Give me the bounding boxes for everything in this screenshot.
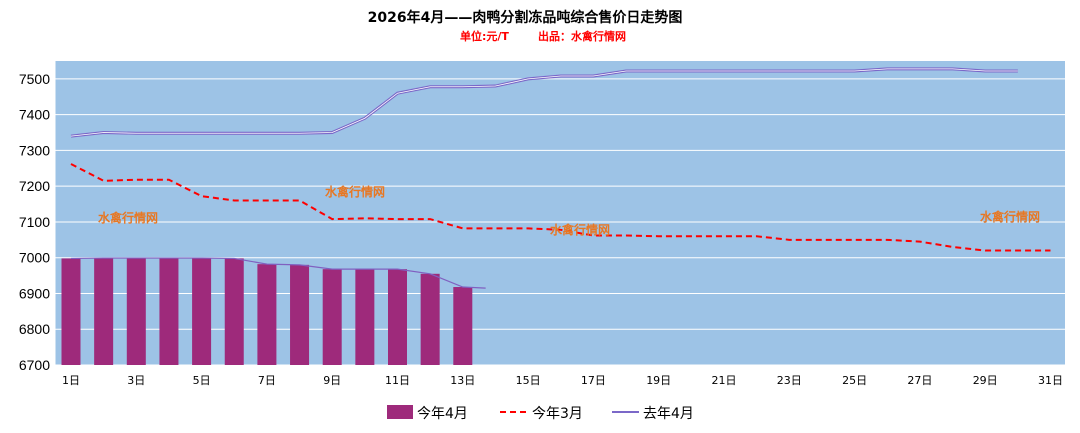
x-tick-label: 11日 <box>385 374 410 387</box>
x-tick-label: 29日 <box>973 374 998 387</box>
chart-title: 2026年4月——肉鸭分割冻品吨综合售价日走势图 <box>368 9 683 26</box>
x-tick-label: 21日 <box>712 374 737 387</box>
y-tick-label: 7100 <box>19 214 50 230</box>
y-axis: 6700 6800 6900 7000 7100 7200 7300 7400 7500 <box>19 71 50 373</box>
bar <box>290 264 310 365</box>
y-tick-label: 7000 <box>19 250 50 266</box>
bar <box>224 258 244 365</box>
bar <box>126 258 146 365</box>
x-tick-label: 25日 <box>842 374 867 387</box>
legend-label-this-march: 今年3月 <box>532 406 583 422</box>
lines <box>70 67 1051 289</box>
bar <box>61 258 81 365</box>
bar <box>159 258 179 365</box>
bar <box>420 273 440 365</box>
legend: 今年4月 今年3月 去年4月 <box>387 405 694 422</box>
bar <box>453 287 473 365</box>
y-tick-label: 7300 <box>19 142 50 158</box>
y-tick-label: 6900 <box>19 285 50 301</box>
watermark: 水禽行情网 <box>325 184 385 199</box>
series-line-this-march <box>70 163 1051 252</box>
plot-area <box>55 61 1065 365</box>
bars-this-april <box>61 258 473 365</box>
y-tick-label: 6800 <box>19 321 50 337</box>
watermark: 水禽行情网 <box>550 222 610 237</box>
x-tick-label: 5日 <box>193 374 211 387</box>
source-label: 出品：水禽行情网 <box>538 29 626 43</box>
unit-label: 单位:元/T <box>460 29 509 43</box>
y-tick-label: 6700 <box>19 357 50 373</box>
y-tick-label: 7400 <box>19 107 50 123</box>
bar-trend-line <box>70 257 486 289</box>
x-tick-label: 1日 <box>62 374 80 387</box>
bar <box>257 264 277 365</box>
legend-label-this-april: 今年4月 <box>417 406 468 422</box>
x-tick-label: 19日 <box>646 374 671 387</box>
x-tick-label: 17日 <box>581 374 606 387</box>
legend-label-last-april: 去年4月 <box>643 406 694 422</box>
x-tick-label: 13日 <box>450 374 475 387</box>
bar <box>388 269 407 365</box>
bar <box>355 269 375 365</box>
x-axis: 1日 3日 5日 7日 9日 11日 13日 15日 17日 19日 21日 23日 25日 27日 29日… <box>62 374 1063 387</box>
x-tick-label: 7日 <box>258 374 276 387</box>
x-tick-label: 15日 <box>516 374 541 387</box>
series-line-last-april-highlight <box>70 68 1018 137</box>
bar <box>94 258 114 365</box>
x-tick-label: 23日 <box>777 374 802 387</box>
bar <box>322 269 342 365</box>
legend-swatch-this-april <box>387 405 413 419</box>
watermark: 水禽行情网 <box>980 209 1040 224</box>
y-tick-label: 7200 <box>19 178 50 194</box>
watermark: 水禽行情网 <box>98 210 158 225</box>
x-tick-label: 3日 <box>127 374 145 387</box>
x-tick-label: 9日 <box>323 374 341 387</box>
x-tick-label: 27日 <box>907 374 932 387</box>
x-tick-label: 31日 <box>1038 374 1063 387</box>
bar <box>192 258 212 365</box>
y-tick-label: 7500 <box>19 71 50 87</box>
